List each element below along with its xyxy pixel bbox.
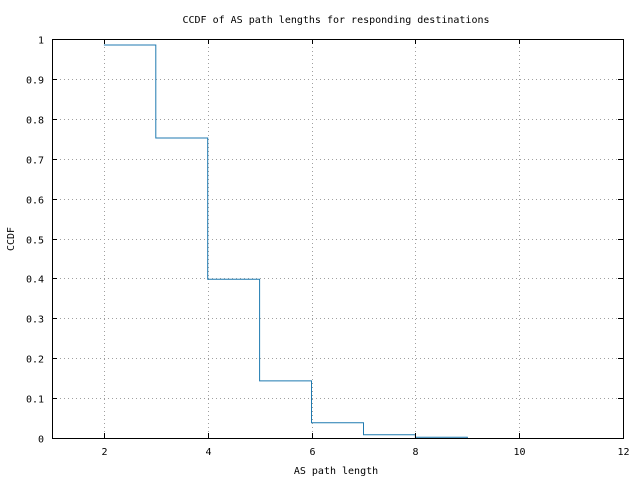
plot-frame (52, 39, 624, 439)
y-tick-label: 0.2 (26, 355, 44, 366)
y-tick-label: 0.7 (26, 156, 44, 167)
y-tick-label: 0 (38, 435, 44, 446)
y-tick-label: 0.5 (26, 236, 44, 247)
tick-marks (52, 39, 624, 439)
x-tick-label: 2 (101, 447, 107, 458)
chart-title: CCDF of AS path lengths for responding d… (182, 15, 489, 26)
y-tick-labels: 0 0.1 0.2 0.3 0.4 0.5 0.6 0.7 0.8 0.9 1 (26, 36, 44, 446)
grid-lines (52, 39, 623, 438)
x-tick-label: 12 (617, 447, 629, 458)
x-tick-label: 8 (412, 447, 418, 458)
y-tick-label: 0.4 (26, 275, 44, 286)
series-layer (103, 44, 468, 438)
x-tick-label: 4 (205, 447, 211, 458)
x-tick-labels: 2 4 6 8 10 12 (101, 447, 629, 458)
ccdf-step-line (103, 44, 468, 438)
y-tick-label: 1 (38, 36, 44, 47)
y-tick-label: 0.6 (26, 196, 44, 207)
x-tick-label: 10 (513, 447, 525, 458)
y-axis-label: CCDF (6, 227, 17, 251)
y-tick-label: 0.8 (26, 116, 44, 127)
y-tick-label: 0.3 (26, 315, 44, 326)
y-tick-label: 0.9 (26, 76, 44, 87)
y-tick-label: 0.1 (26, 395, 44, 406)
x-axis-label: AS path length (294, 466, 378, 477)
x-tick-label: 6 (309, 447, 315, 458)
